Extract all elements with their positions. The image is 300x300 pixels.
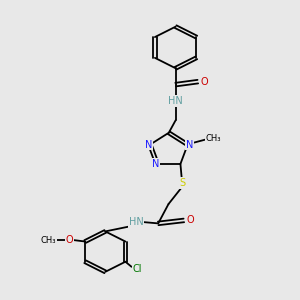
- Text: N: N: [145, 140, 152, 150]
- Text: Cl: Cl: [133, 264, 142, 274]
- Text: O: O: [186, 215, 194, 225]
- Text: N: N: [186, 140, 193, 150]
- Text: HN: HN: [168, 96, 183, 106]
- Text: HN: HN: [129, 217, 143, 227]
- Text: S: S: [179, 178, 185, 188]
- Text: N: N: [152, 159, 159, 169]
- Text: CH₃: CH₃: [206, 134, 221, 143]
- Text: O: O: [66, 235, 74, 245]
- Text: CH₃: CH₃: [41, 236, 56, 244]
- Text: O: O: [200, 76, 208, 87]
